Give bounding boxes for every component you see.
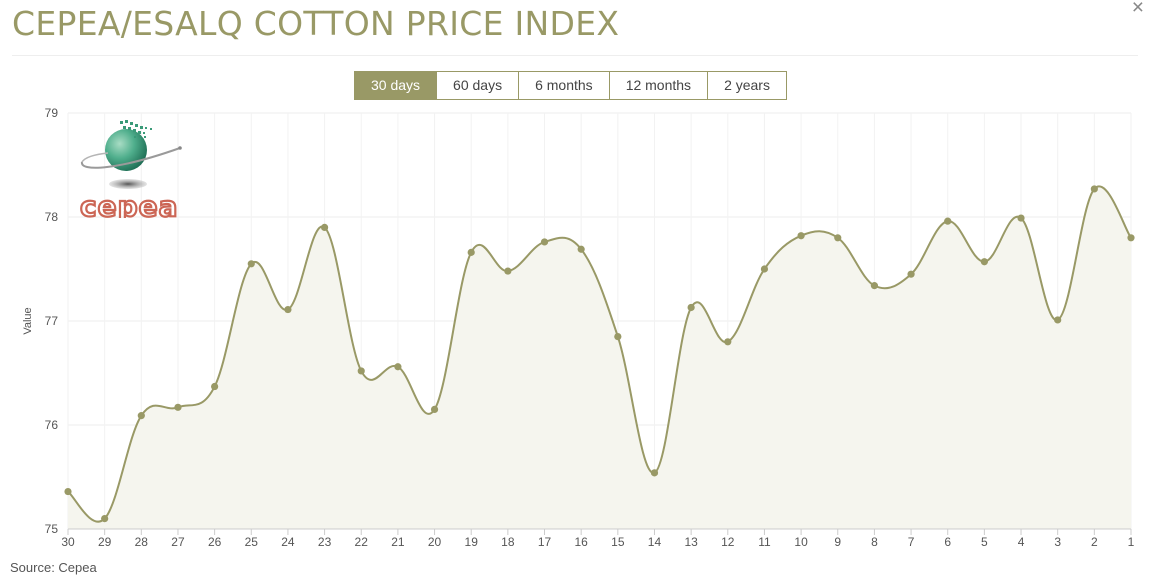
x-tick-label: 21 [391,535,405,549]
x-tick-label: 23 [318,535,332,549]
data-point[interactable] [394,363,402,371]
data-point[interactable] [724,338,732,346]
x-tick-label: 18 [501,535,515,549]
logo-text: cepea [80,190,179,218]
x-tick-label: 13 [684,535,698,549]
x-tick-label: 22 [355,535,369,549]
x-tick-label: 29 [98,535,112,549]
data-point[interactable] [1054,316,1062,324]
x-tick-label: 19 [465,535,479,549]
x-tick-label: 7 [908,535,915,549]
x-tick-label: 28 [135,535,149,549]
x-tick-label: 10 [794,535,808,549]
title-divider [12,55,1138,56]
data-point[interactable] [870,282,879,290]
x-tick-label: 20 [428,535,442,549]
data-point[interactable] [944,217,952,225]
data-point[interactable] [174,403,182,411]
data-point[interactable] [101,515,109,523]
x-tick-label: 8 [871,535,878,549]
data-point[interactable] [760,265,769,273]
data-point[interactable] [247,260,255,268]
data-point[interactable] [504,267,512,275]
x-tick-label: 24 [281,535,295,549]
x-tick-label: 2 [1091,535,1098,549]
close-icon[interactable]: × [1131,0,1144,19]
data-point[interactable] [687,303,695,312]
data-point[interactable] [980,258,988,266]
range-option-60-days[interactable]: 60 days [436,72,518,99]
x-tick-label: 30 [61,535,75,549]
x-tick-label: 15 [611,535,625,549]
x-tick-label: 5 [981,535,988,549]
range-option-6-months[interactable]: 6 months [518,72,609,99]
data-point[interactable] [284,305,292,314]
source-note: Source: Cepea [10,560,97,575]
data-point[interactable] [357,367,365,375]
data-point[interactable] [614,333,622,341]
x-tick-label: 3 [1054,535,1061,549]
data-point[interactable] [577,245,585,253]
x-tick-label: 26 [208,535,222,549]
data-point[interactable] [320,223,329,231]
x-tick-label: 6 [944,535,951,549]
data-point[interactable] [650,469,659,477]
range-option-12-months[interactable]: 12 months [608,72,707,99]
data-point[interactable] [540,238,549,246]
x-tick-label: 11 [758,535,771,549]
x-tick-label: 27 [171,535,185,549]
page-title: CEPEA/ESALQ COTTON PRICE INDEX [12,4,620,43]
data-point[interactable] [797,232,805,240]
x-tick-label: 1 [1128,535,1135,549]
x-tick-label: 14 [648,535,662,549]
x-tick-label: 12 [721,535,735,549]
data-point[interactable] [64,487,72,496]
x-tick-label: 16 [574,535,588,549]
data-point[interactable] [907,270,915,278]
y-tick-label: 75 [45,522,59,536]
data-point[interactable] [834,234,842,242]
y-tick-label: 78 [45,210,59,224]
y-tick-label: 79 [45,106,59,120]
data-point[interactable] [137,412,145,420]
x-tick-label: 9 [834,535,841,549]
y-tick-label: 77 [45,314,59,328]
range-option-30-days[interactable]: 30 days [355,72,437,99]
data-point[interactable] [467,248,475,256]
data-point[interactable] [1017,214,1025,222]
x-tick-label: 4 [1018,535,1025,549]
data-point[interactable] [430,405,439,413]
x-tick-label: 17 [538,535,552,549]
data-point[interactable] [1127,234,1135,242]
range-selector: 30 days 60 days 6 months 12 months 2 years [354,71,787,100]
y-axis-label: Value [22,307,34,334]
x-tick-label: 25 [245,535,259,549]
cepea-logo: cepea [79,120,182,218]
series-area [68,186,1131,529]
data-point[interactable] [1090,185,1098,193]
y-tick-label: 76 [45,418,59,432]
range-option-2-years[interactable]: 2 years [707,72,786,99]
data-point[interactable] [211,382,219,391]
